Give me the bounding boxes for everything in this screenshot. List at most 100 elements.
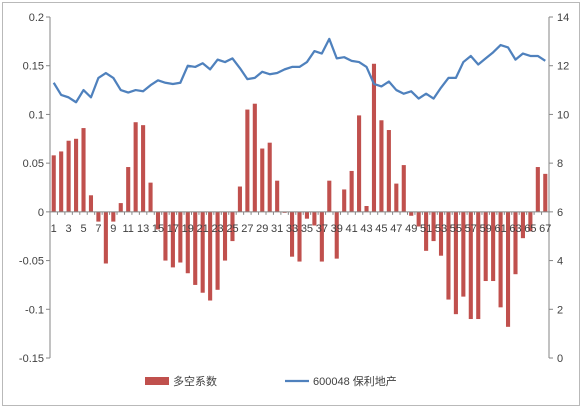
bar-24 (222, 211, 228, 261)
bar-60 (491, 211, 496, 282)
bar-37 (319, 211, 324, 262)
bar-2 (59, 151, 64, 212)
bar-64 (520, 211, 525, 239)
bar-4 (74, 138, 79, 212)
x-tick-label: 1 (51, 223, 57, 235)
bar-34 (297, 211, 302, 262)
left-tick-label: 0.15 (23, 61, 44, 73)
bar-5 (81, 128, 86, 212)
left-tick-label: -0.15 (19, 353, 44, 365)
x-tick-label: 61 (494, 223, 506, 235)
bar-6 (88, 195, 94, 212)
bar-18 (178, 211, 183, 263)
x-tick-label: 17 (167, 223, 179, 235)
bar-62 (505, 211, 511, 327)
x-tick-label: 31 (271, 223, 283, 235)
x-tick-label: 21 (197, 223, 209, 235)
bar-55 (453, 211, 458, 315)
x-tick-label: 47 (390, 223, 402, 235)
bar-56 (461, 211, 466, 297)
bar-38 (327, 180, 332, 212)
bar-15 (155, 211, 161, 230)
x-tick-label: 53 (435, 223, 447, 235)
right-tick-label: 14 (557, 12, 569, 24)
bar-7 (96, 211, 101, 222)
x-tick-label: 29 (256, 223, 268, 235)
bar-42 (357, 115, 362, 212)
bar-40 (342, 189, 347, 212)
bar-57 (468, 211, 473, 320)
bar-14 (148, 182, 153, 212)
bar-53 (438, 211, 444, 256)
right-tick-label: 4 (557, 256, 563, 268)
x-tick-label: 65 (524, 223, 536, 235)
x-tick-label: 15 (152, 223, 164, 235)
right-axis-ticks: 0 2 4 6 8 10 12 14 (549, 12, 569, 365)
x-tick-label: 51 (420, 223, 432, 235)
x-tick-label: 57 (465, 223, 477, 235)
x-tick-label: 13 (137, 223, 149, 235)
bar-36 (312, 211, 317, 226)
legend-line-label: 600048 保利地产 (313, 374, 397, 388)
x-tick-label: 19 (182, 223, 194, 235)
bar-22 (208, 211, 213, 301)
bar-59 (483, 211, 488, 282)
bar-23 (215, 211, 220, 290)
left-tick-label: 0.2 (29, 12, 44, 24)
x-tick-label: 27 (241, 223, 253, 235)
x-tick-label: 25 (226, 223, 238, 235)
right-tick-label: 10 (557, 109, 569, 121)
bar-43 (364, 206, 369, 212)
right-tick-label: 6 (557, 207, 563, 219)
x-tick-label: 23 (211, 223, 223, 235)
x-tick-label: 49 (405, 223, 417, 235)
chart-frame: -0.15 -0.1 -0.05 0 0.05 0.1 0.15 0.2 0 2 4 6 8 10 12 1… (2, 2, 580, 406)
bar-29 (260, 148, 265, 212)
right-tick-label: 12 (557, 61, 569, 73)
bar-65 (528, 211, 533, 232)
bar-27 (245, 109, 250, 212)
x-tick-label: 3 (66, 223, 72, 235)
x-tick-label: 45 (375, 223, 387, 235)
bar-46 (386, 130, 391, 212)
bar-63 (513, 211, 518, 275)
line-series-600048 (52, 37, 546, 104)
x-tick-label: 11 (122, 223, 133, 235)
x-tick-label: 35 (301, 223, 313, 235)
x-tick-label: 9 (110, 223, 116, 235)
bar-48 (401, 165, 406, 212)
x-tick-label: 59 (480, 223, 492, 235)
x-tick-label: 55 (450, 223, 462, 235)
bar-51 (424, 211, 429, 251)
legend: 多空系数 600048 保利地产 (145, 374, 397, 388)
bar-39 (334, 211, 339, 259)
left-tick-label: -0.1 (25, 304, 44, 316)
right-tick-label: 0 (557, 353, 563, 365)
bar-67 (543, 173, 548, 212)
bar-31 (275, 180, 280, 212)
x-tick-label: 63 (509, 223, 521, 235)
legend-bar-swatch (145, 377, 169, 385)
right-tick-label: 2 (557, 304, 563, 316)
left-tick-label: 0 (38, 207, 44, 219)
bar-58 (476, 211, 481, 320)
bar-20 (193, 211, 198, 285)
bar-10 (118, 203, 123, 212)
x-tick-label: 37 (316, 223, 328, 235)
bar-66 (535, 167, 540, 212)
left-tick-label: 0.1 (29, 109, 44, 121)
bar-26 (237, 186, 242, 212)
bar-11 (126, 167, 131, 212)
x-tick-label: 41 (346, 223, 358, 235)
bar-28 (252, 103, 257, 212)
bar-47 (394, 183, 399, 212)
bar-series-group (51, 63, 548, 327)
x-tick-label: 43 (360, 223, 372, 235)
x-tick-label: 7 (95, 223, 101, 235)
bar-35 (304, 211, 309, 219)
bar-54 (446, 211, 451, 300)
left-tick-label: 0.05 (23, 158, 44, 170)
bar-17 (170, 211, 175, 268)
bar-16 (163, 211, 168, 261)
